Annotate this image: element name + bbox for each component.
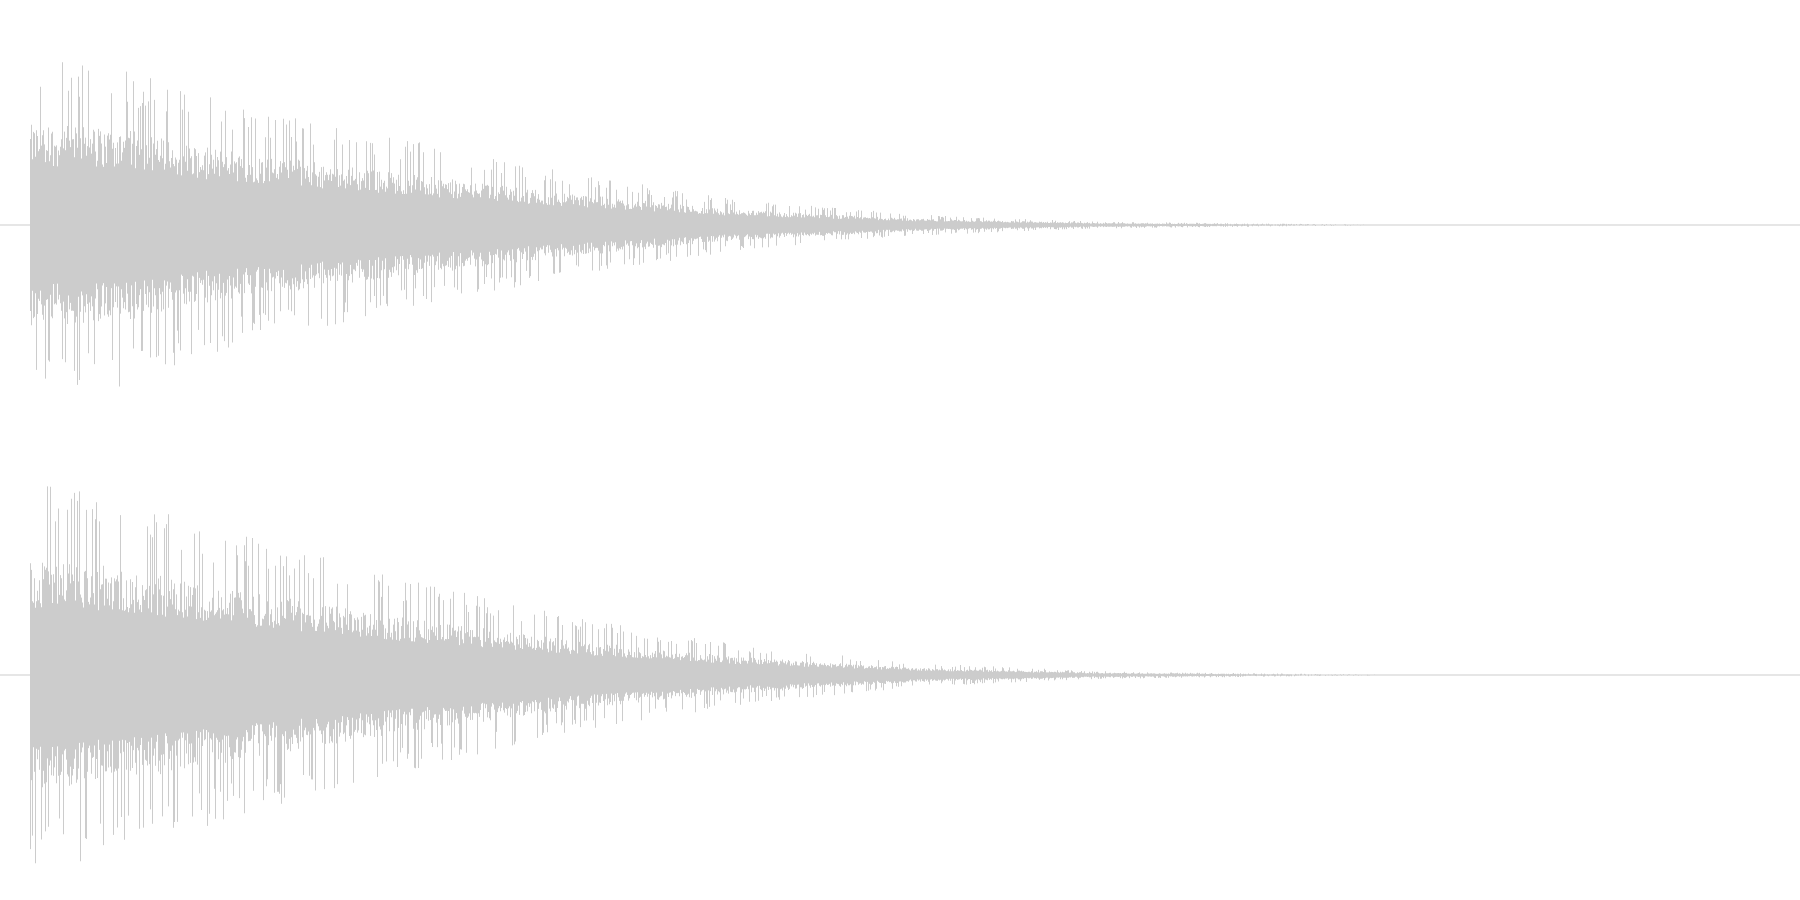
channel-2-waveform: [30, 486, 1435, 864]
channel-2-samples: [30, 486, 1435, 864]
channel-1-samples: [30, 62, 1433, 387]
channel-1-waveform: [30, 62, 1433, 387]
